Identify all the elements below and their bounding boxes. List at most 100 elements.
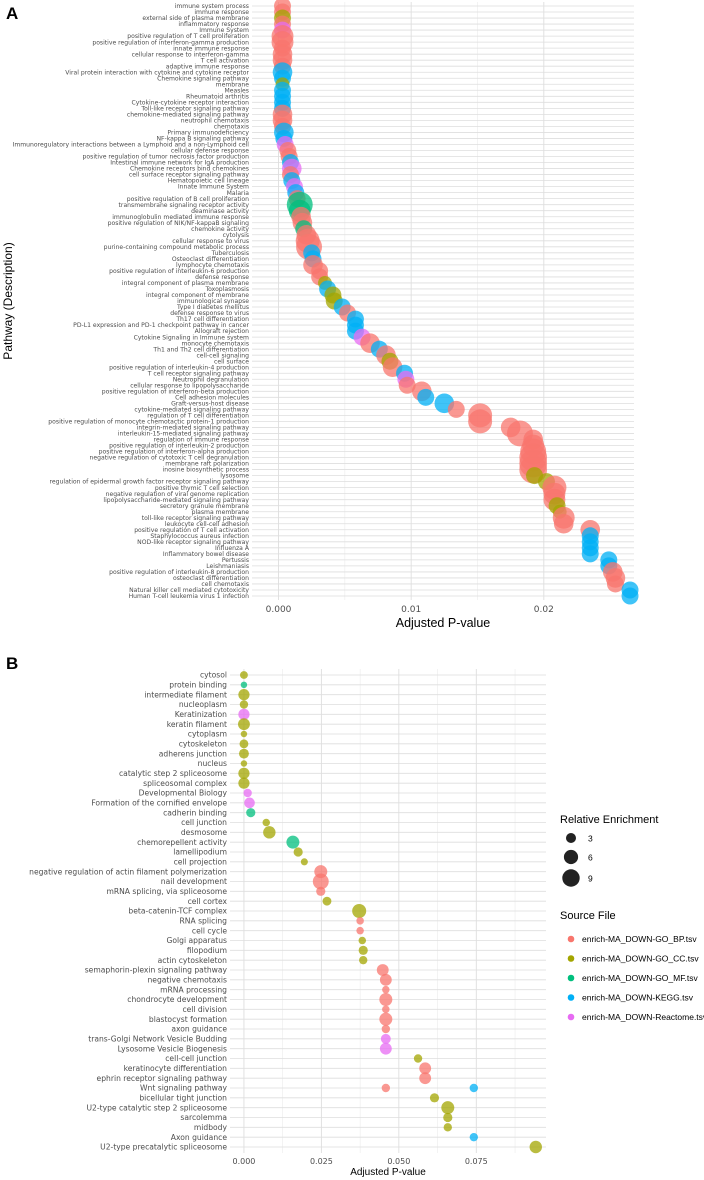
data-point [469,1132,479,1142]
data-point [419,1072,432,1085]
data-point [238,718,250,731]
y-tick-label: regulation of T cell differentiation [147,413,249,420]
y-tick-label: external side of plasma membrane [142,15,249,22]
y-tick-label: bicellular tight junction [139,1093,227,1102]
y-tick-label: desmosome [181,828,227,837]
data-point [382,985,390,994]
y-tick-label: Staphylococcus aureus infection [150,533,249,540]
y-tick-label: osteoclast differentiation [173,575,249,582]
data-point [358,945,368,955]
y-tick-label: cell projection [174,857,228,866]
y-tick-label: cell division [182,1005,227,1014]
y-tick-label: catalytic step 2 spliceosome [119,769,227,778]
y-tick-label: positive thymic T cell selection [155,485,249,492]
y-tick-label: interleukin-15-mediated signaling pathwa… [118,431,250,438]
y-tick-label: keratinocyte differentiation [124,1064,228,1073]
x-tick-label: 0.000 [266,605,292,615]
y-tick-label: PD-L1 expression and PD-1 checkpoint pat… [73,322,249,329]
y-tick-label: Human T-cell leukemia virus 1 infection [129,593,250,600]
y-tick-label: Formation of the cornified envelope [91,798,227,807]
legend-source-key [567,935,575,943]
data-point [358,936,367,945]
y-tick-label: cellular response to interferon-gamma [132,51,250,58]
legend: Relative Enrichment Source File 3 6 9 enric… [560,814,704,1022]
y-tick-label: beta-catenin-TCF complex [128,907,227,916]
data-point [398,376,416,394]
y-tick-label: cytolysis [223,232,249,239]
y-tick-label: Cytokine Signaling in Immune system [134,334,249,341]
y-tick-label: Hematopoietic cell lineage [168,178,250,185]
x-tick-label: 0.02 [534,605,554,615]
y-tick-label: Th17 cell differentiation [175,316,249,323]
y-tick-label: cadherin binding [163,808,227,817]
y-tick-label: inflammatory response [178,21,249,28]
y-tick-label: chemokine-mediated signaling pathway [127,112,250,119]
data-point [240,730,248,738]
legend-size-key [565,832,577,844]
y-tick-label: Chemokine signaling pathway [157,75,249,82]
data-point [263,826,276,839]
legend-source-label: enrich-MA_DOWN-Reactome.tsv [582,1012,704,1022]
legend-source-label: enrich-MA_DOWN-KEGG.tsv [582,993,694,1003]
data-point [356,917,364,925]
data-point [293,847,303,857]
x-axis-title: Adjusted P-value [396,616,491,630]
data-point [352,903,367,919]
y-tick-label: regulation of immune response [154,437,250,444]
y-tick-label: Wnt signaling pathway [140,1084,227,1093]
y-tick-label: immune response [194,9,249,16]
legend-source-label: enrich-MA_DOWN-GO_BP.tsv [582,934,697,944]
y-tick-label: defense response [195,274,249,281]
data-point [379,993,393,1006]
y-tick-label: cytokine-mediated signaling pathway [134,407,249,414]
data-point [553,513,574,534]
y-tick-label: mRNA splicing, via spliceosome [106,887,227,896]
x-tick-labels: 0.000 0.01 0.02 [266,605,554,615]
y-tick-label: Toll-like receptor signaling pathway [140,105,249,112]
y-tick-label: lymphocyte chemotaxis [176,262,249,269]
y-tick-label: filopodium [187,946,227,955]
y-tick-label: cell-cell signaling [196,352,249,359]
y-tick-label: Malaria [227,190,250,197]
y-tick-label: Osteoclast differentiation [172,256,249,263]
x-tick-labels: 0.000 0.025 0.050 0.075 [232,1157,487,1166]
y-tick-label: protein binding [169,680,227,689]
y-tick-label: ephrin receptor signaling pathway [97,1074,228,1083]
y-tick-label: chemorepellent activity [137,838,227,847]
legend-size-label: 6 [588,853,593,863]
x-axis-title: Adjusted P-value [350,1167,426,1178]
y-tick-label: Cytokine-cytokine receptor interaction [132,99,250,106]
y-tick-label: U2-type catalytic step 2 spliceosome [87,1103,228,1112]
y-tick-label: positive regulation of interleukin-6 pro… [109,268,249,275]
y-tick-label: blastocyst formation [149,1015,227,1024]
legend-source-key [567,994,575,1001]
y-tick-label: positive regulation of interleukin-4 pro… [109,364,249,371]
data-point [238,689,250,701]
y-tick-label: Influenza A [215,545,250,552]
legend-size-label: 3 [588,834,593,844]
y-tick-label: cytosol [200,671,227,680]
legend-source-label: enrich-MA_DOWN-GO_CC.tsv [582,954,699,964]
y-tick-label: monocyte chemotaxis [181,340,249,347]
y-tick-label: Lysosome Vesicle Biogenesis [118,1044,227,1053]
y-tick-label: positive regulation of interleukin-8 pro… [109,569,249,576]
legend-size-key [562,869,580,887]
y-tick-label: adaptive immune response [166,63,249,70]
data-point [322,896,332,906]
data-point [239,739,249,749]
y-tick-label: cell cortex [188,897,228,906]
y-tick-label: secretory granule membrane [160,503,249,510]
data-point [286,835,300,849]
data-point [419,1062,432,1075]
y-tick-label: positive regulation of B cell proliferat… [127,196,249,203]
y-tick-label: chemokine activity [191,226,249,233]
data-point [379,973,392,986]
data-point [469,1083,479,1093]
y-tick-label: negative regulation of cytotoxic T cell … [89,455,249,462]
y-tick-label: positive regulation of NIK/NF-kappaB sig… [108,220,250,227]
y-tick-label: Allograft rejection [195,328,249,335]
y-tick-label: trans-Golgi Network Vesicle Budding [88,1034,227,1043]
